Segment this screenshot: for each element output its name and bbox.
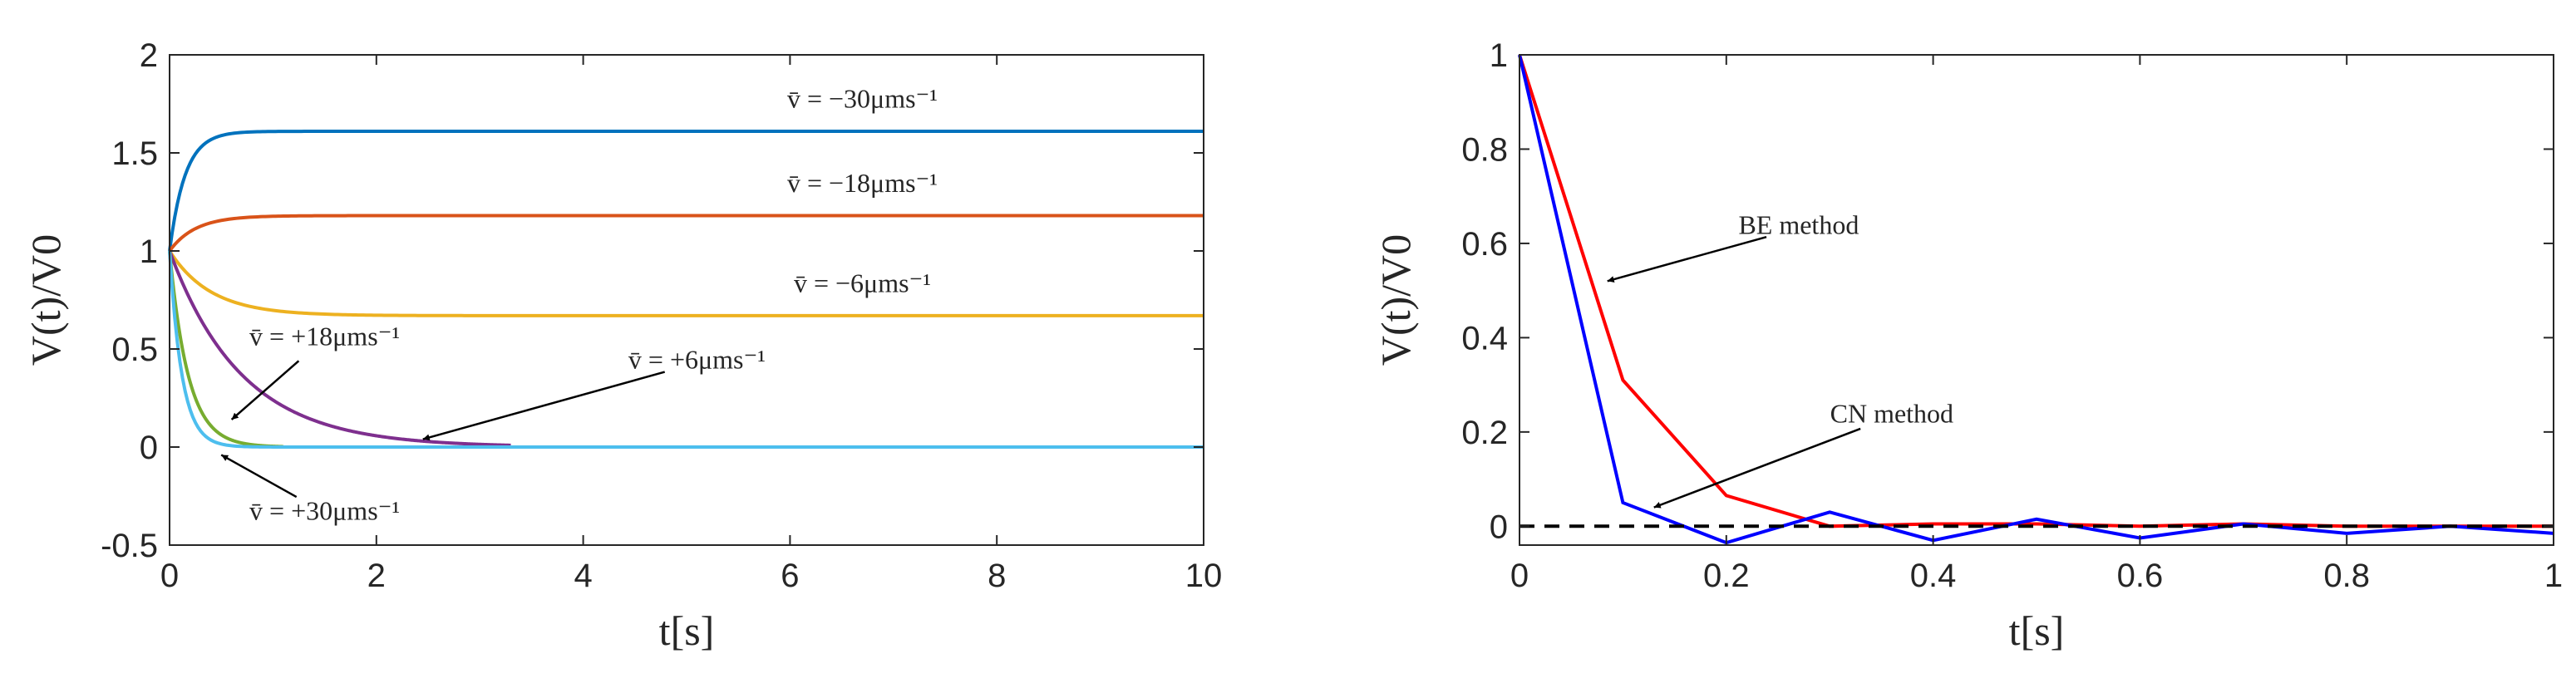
left-x-tick-label: 2 xyxy=(367,558,386,594)
left-y-tick-label: 1.5 xyxy=(111,135,158,172)
right-annotation: CN method xyxy=(1830,399,1953,429)
chart-left: 0 2 4 6 8 10-0.500.511.52 v̄ = −30μms⁻¹v̄ = −… xyxy=(22,37,1222,654)
left-annotation: v̄ = −18μms⁻¹ xyxy=(787,168,938,198)
left-x-tick-label: 10 xyxy=(1185,558,1223,594)
right-x-tick-label: 0.8 xyxy=(2323,558,2370,594)
left-annotation: v̄ = −6μms⁻¹ xyxy=(794,268,931,298)
right-y-axis-label: V(t)/V0 xyxy=(1372,234,1419,366)
right-x-tick-label: 0.2 xyxy=(1703,558,1750,594)
right-x-tick-label: 0.4 xyxy=(1910,558,1957,594)
left-annotation: v̄ = −30μms⁻¹ xyxy=(787,84,938,114)
chart-right: 0 0.2 0.4 0.6 0.8 1 0 0.2 0.4 0.6 0.8 1 BE method CN… xyxy=(1372,37,2563,654)
right-x-tick-label: 1 xyxy=(2544,558,2563,594)
left-annotation: v̄ = +18μms⁻¹ xyxy=(249,321,400,351)
right-x-axis-label: t[s] xyxy=(2009,607,2065,654)
right-y-tick-label: 0.8 xyxy=(1461,131,1508,168)
left-series-line xyxy=(168,249,1204,317)
left-annotation: v̄ = +6μms⁻¹ xyxy=(628,345,766,375)
right-ticks-layer: 0 0.2 0.4 0.6 0.8 1 0 0.2 0.4 0.6 0.8 1 xyxy=(1461,37,2563,594)
right-series-layer xyxy=(1518,54,2554,545)
right-annotation-arrow xyxy=(1607,235,1767,283)
left-series-line xyxy=(168,214,1204,253)
right-series-line xyxy=(1518,54,2554,528)
left-ticks-layer: 0 2 4 6 8 10-0.500.511.52 xyxy=(101,37,1222,594)
left-series-line xyxy=(168,130,1204,252)
right-annotation: BE method xyxy=(1738,210,1859,240)
right-series-line xyxy=(1518,54,2554,545)
right-y-tick-label: 0 xyxy=(1490,509,1508,545)
left-y-tick-label: -0.5 xyxy=(101,528,158,564)
left-annotation: v̄ = +30μms⁻¹ xyxy=(249,495,400,525)
left-annotation-arrow xyxy=(230,360,300,420)
left-y-tick-label: 2 xyxy=(140,37,158,74)
left-annot-layer: v̄ = −30μms⁻¹ v̄ = −18μms⁻¹ v̄ = −6μms⁻¹ v̄… xyxy=(220,84,938,525)
left-series-layer xyxy=(168,130,1204,449)
right-x-tick-label: 0 xyxy=(1510,558,1529,594)
left-annotation-arrow xyxy=(422,371,666,441)
right-y-tick-label: 0.6 xyxy=(1461,226,1508,263)
left-x-tick-label: 0 xyxy=(160,558,179,594)
left-y-tick-label: 0.5 xyxy=(111,332,158,368)
left-series-line xyxy=(168,250,1204,449)
left-y-tick-label: 0 xyxy=(140,430,158,466)
right-annot-layer: BE method CN method xyxy=(1607,210,1953,509)
left-x-axis-label: t[s] xyxy=(659,607,715,654)
left-x-tick-label: 4 xyxy=(574,558,592,594)
left-y-tick-label: 1 xyxy=(140,233,158,270)
right-y-tick-label: 0.2 xyxy=(1461,415,1508,451)
left-x-tick-label: 6 xyxy=(781,558,799,594)
left-series-line xyxy=(168,250,511,447)
right-y-tick-label: 1 xyxy=(1490,37,1508,74)
right-y-tick-label: 0.4 xyxy=(1461,320,1508,356)
left-plot-box xyxy=(169,54,1204,546)
right-x-tick-label: 0.6 xyxy=(2117,558,2164,594)
right-plot-box xyxy=(1519,54,2554,546)
right-annotation-arrow xyxy=(1653,427,1861,509)
left-x-tick-label: 8 xyxy=(988,558,1006,594)
left-y-axis-label: V(t)/V0 xyxy=(22,234,69,366)
left-annotation-arrow xyxy=(220,454,298,499)
